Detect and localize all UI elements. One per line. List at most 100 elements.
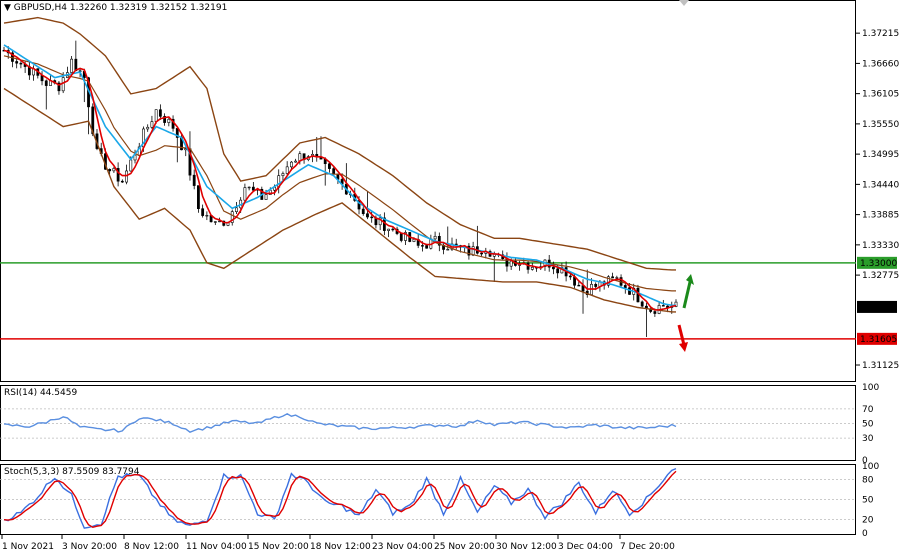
stoch-tick-label: 50	[862, 496, 874, 506]
candle-body	[480, 252, 483, 255]
bollinger-lower-line	[3, 87, 676, 313]
candle-body	[328, 163, 331, 169]
rsi-tick-label: 0	[862, 456, 868, 466]
stoch-title: Stoch(5,3,3) 87.5509 83.7794	[4, 467, 140, 477]
candle-body	[112, 168, 116, 172]
time-tick-label: 11 Nov 04:00	[186, 542, 247, 552]
price-tick-label: 1.34440	[862, 180, 899, 190]
candle-body	[674, 301, 678, 307]
candle-body	[391, 228, 395, 231]
candle-body	[552, 266, 555, 270]
rsi-tick-label: 30	[862, 434, 874, 444]
time-tick-label: 30 Nov 12:00	[496, 542, 557, 552]
main-pane-frame	[0, 0, 856, 382]
candle-body	[421, 245, 424, 247]
candle-body	[230, 211, 234, 223]
price-tick-label: 1.36660	[862, 59, 899, 69]
candle-body	[125, 170, 128, 183]
candle-body	[243, 187, 247, 201]
candle-body	[167, 118, 171, 123]
price-tick-label: 1.32775	[862, 271, 899, 281]
candle-body	[530, 266, 534, 270]
candle-body	[205, 214, 209, 217]
candle-body	[653, 311, 657, 314]
candle-body	[366, 213, 369, 218]
current-price-label-bg	[857, 300, 897, 313]
candle-body	[467, 245, 471, 256]
candle-body	[568, 275, 572, 278]
candle-body	[378, 217, 382, 226]
chart-header: ▼ GBPUSD,H4 1.32260 1.32319 1.32152 1.32…	[4, 3, 227, 14]
candle-body	[556, 268, 560, 274]
resistance-price-label-bg	[857, 256, 897, 269]
candle-body	[247, 186, 251, 189]
candle-body	[399, 233, 403, 241]
rsi-line	[3, 413, 677, 433]
candle-body	[120, 180, 124, 183]
stoch-tick-label: 20	[862, 516, 874, 526]
candle-body	[19, 62, 23, 65]
candle-body	[251, 186, 255, 191]
resistance-price-label: 1.33000	[860, 259, 897, 269]
candle-body	[285, 166, 289, 174]
candle-body	[577, 284, 581, 287]
time-tick-label: 3 Dec 04:00	[558, 542, 613, 552]
candle-body	[70, 58, 74, 73]
stoch-tick-label: 0	[862, 529, 868, 539]
candle-body	[201, 208, 205, 216]
price-tick-label: 1.36105	[862, 90, 899, 100]
candle-body	[146, 126, 150, 130]
triangle-down-icon[interactable]: ▼	[4, 3, 11, 13]
price-tick-label: 1.33330	[862, 241, 899, 251]
candle-body	[437, 235, 441, 246]
candle-body	[623, 285, 627, 288]
candle-body	[154, 109, 158, 122]
shift-triangle-icon[interactable]	[679, 0, 689, 6]
candle-body	[606, 276, 610, 286]
time-tick-label: 8 Nov 12:00	[124, 542, 179, 552]
candle-body	[661, 305, 665, 307]
candle-body	[197, 185, 200, 209]
candle-body	[370, 216, 374, 219]
price-tick-label: 1.35550	[862, 120, 899, 130]
candle-body	[640, 301, 644, 307]
fast-ma-line	[3, 49, 677, 311]
symbol-label: GBPUSD,H4	[13, 3, 67, 13]
candle-body	[404, 232, 407, 241]
stoch-tick-label: 100	[862, 462, 879, 472]
arrow-up-icon	[682, 281, 692, 309]
candle-body	[192, 174, 196, 186]
candle-body	[108, 169, 112, 172]
candle-body	[425, 245, 429, 249]
candle-body	[281, 173, 285, 176]
ohlc-label: 1.32260 1.32319 1.32152 1.32191	[69, 3, 228, 13]
arrow-up-head	[686, 274, 694, 285]
candle-body	[15, 61, 19, 64]
time-tick-label: 18 Nov 12:00	[310, 542, 371, 552]
price-tick-label: 1.31125	[862, 361, 899, 371]
bollinger-upper-line	[3, 16, 676, 271]
candle-body	[446, 248, 450, 251]
current-price-label: 1.32191	[860, 303, 897, 313]
candle-body	[57, 82, 61, 92]
candle-body	[116, 168, 120, 182]
candle-body	[594, 283, 598, 287]
support-price-label: 1.31605	[860, 335, 897, 345]
rsi-tick-label: 100	[862, 383, 879, 393]
rsi-tick-label: 70	[862, 405, 874, 415]
candle-body	[509, 260, 513, 267]
candle-body	[615, 277, 619, 279]
stoch-signal-line	[3, 470, 677, 529]
candle-body	[129, 159, 133, 172]
candle-body	[361, 208, 365, 215]
candle-body	[412, 239, 416, 242]
rsi-pane-frame	[0, 385, 856, 461]
time-tick-label: 7 Dec 20:00	[620, 542, 675, 552]
candle-body	[158, 109, 162, 117]
price-tick-label: 1.37215	[862, 29, 899, 39]
time-tick-label: 15 Nov 20:00	[248, 542, 309, 552]
candle-body	[44, 80, 48, 86]
time-tick-label: 3 Nov 20:00	[62, 542, 117, 552]
candle-body	[433, 235, 437, 240]
